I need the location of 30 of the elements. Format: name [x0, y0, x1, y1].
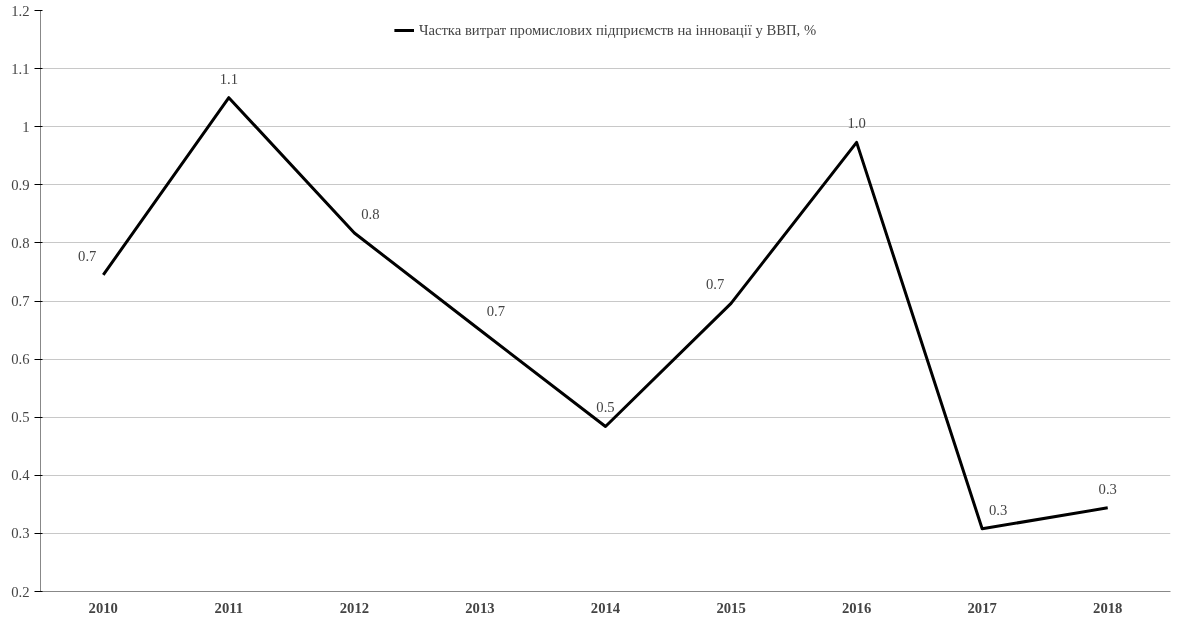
- data-label: 0.5: [596, 399, 615, 416]
- y-tick-label: 0.3: [11, 525, 30, 542]
- x-tick-label: 2018: [1093, 599, 1123, 616]
- y-tick-label: 0.9: [11, 176, 30, 193]
- x-tick-label: 2017: [967, 599, 997, 616]
- x-tick-label: 2014: [590, 599, 621, 616]
- y-tick-label: 0.7: [11, 293, 30, 309]
- y-tick-label: 1.1: [11, 60, 30, 77]
- y-tick-label: 1.2: [11, 2, 30, 19]
- x-tick-label: 2016: [841, 599, 872, 616]
- data-label: 0.7: [78, 247, 97, 264]
- data-label: 0.7: [705, 276, 725, 293]
- data-label: 0.7: [486, 303, 506, 320]
- x-tick-label: 2010: [88, 599, 118, 616]
- data-label: 0.3: [989, 501, 1008, 518]
- y-tick-label: 0.6: [11, 351, 30, 368]
- y-tick-label: 0.8: [11, 234, 30, 251]
- y-tick-label: 1: [22, 118, 30, 135]
- y-tick-label: 0.4: [11, 467, 31, 484]
- x-tick-label: 2013: [465, 599, 495, 616]
- data-label: 0.8: [361, 206, 380, 223]
- data-label: 1.0: [847, 115, 866, 132]
- legend-label: Частка витрат промислових підприємств на інновації у ВВП, %: [418, 21, 817, 39]
- x-tick-label: 2011: [214, 599, 244, 616]
- x-tick-label: 2012: [339, 599, 370, 616]
- y-tick-label: 0.5: [11, 409, 30, 426]
- data-label: 0.3: [1098, 480, 1117, 497]
- data-label: 1.1: [219, 70, 238, 87]
- x-tick-label: 2015: [716, 599, 746, 616]
- y-tick-label: 0.2: [11, 583, 30, 600]
